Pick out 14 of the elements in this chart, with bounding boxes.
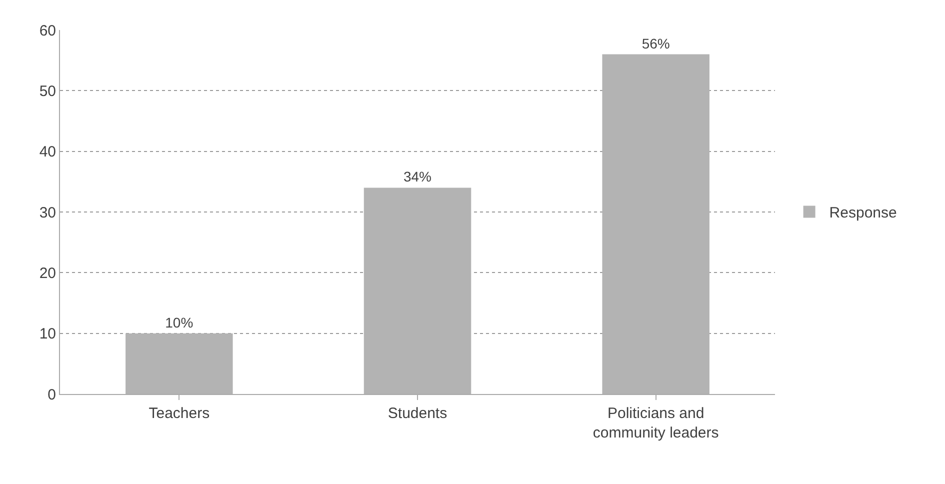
y-tick-label: 10 xyxy=(39,326,56,343)
y-tick-label: 20 xyxy=(39,264,56,282)
y-tick-label: 40 xyxy=(39,144,56,161)
data-label: 56% xyxy=(642,35,670,52)
x-tick-label: Politicians and community leaders xyxy=(592,405,719,442)
x-tick-label: Students xyxy=(388,405,448,422)
legend-label: Response xyxy=(829,204,897,222)
y-tick-label: 0 xyxy=(48,386,56,404)
y-tick-label: 50 xyxy=(39,82,56,100)
y-tick-label: 30 xyxy=(39,204,56,222)
data-label: 10% xyxy=(165,314,194,330)
data-label: 34% xyxy=(403,168,432,185)
y-tick-label: 60 xyxy=(39,22,56,40)
x-tick-label: Teachers xyxy=(148,405,210,422)
